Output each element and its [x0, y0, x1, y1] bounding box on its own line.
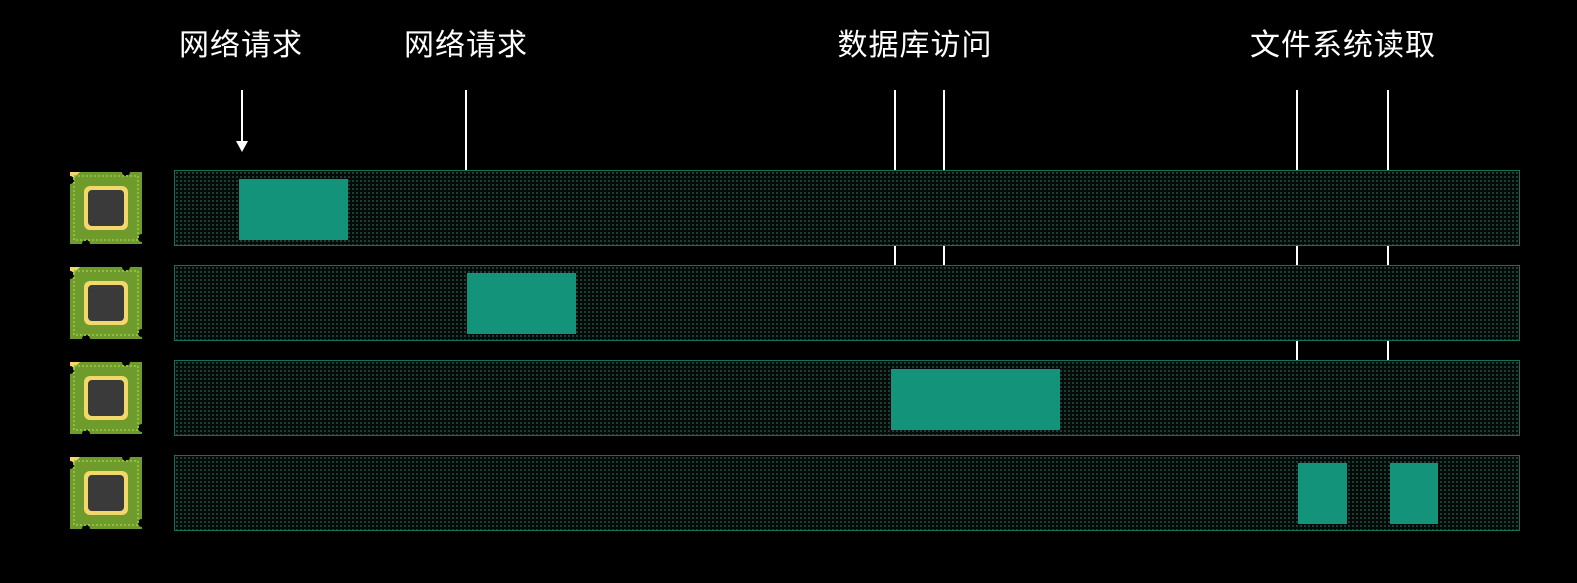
cpu-chip-icon — [70, 267, 142, 339]
io-block-filesystem-1 — [1298, 463, 1347, 524]
io-block-filesystem-2 — [1390, 463, 1438, 524]
lane-4 — [174, 455, 1520, 531]
cpu-chip-icon — [70, 172, 142, 244]
io-block-network-1 — [239, 179, 348, 240]
lane-1 — [174, 170, 1520, 246]
label-filesystem-read: 文件系统读取 — [1250, 28, 1436, 63]
label-database-access: 数据库访问 — [837, 28, 993, 63]
io-block-database — [891, 369, 1060, 430]
cpu-chip-icon — [70, 457, 142, 529]
arrow-network-request-1 — [236, 90, 248, 152]
io-block-network-2 — [467, 273, 576, 334]
lane-2 — [174, 265, 1520, 341]
label-network-request-2: 网络请求 — [404, 28, 528, 63]
lane-3 — [174, 360, 1520, 436]
cpu-chip-icon — [70, 362, 142, 434]
label-network-request-1: 网络请求 — [179, 28, 303, 63]
